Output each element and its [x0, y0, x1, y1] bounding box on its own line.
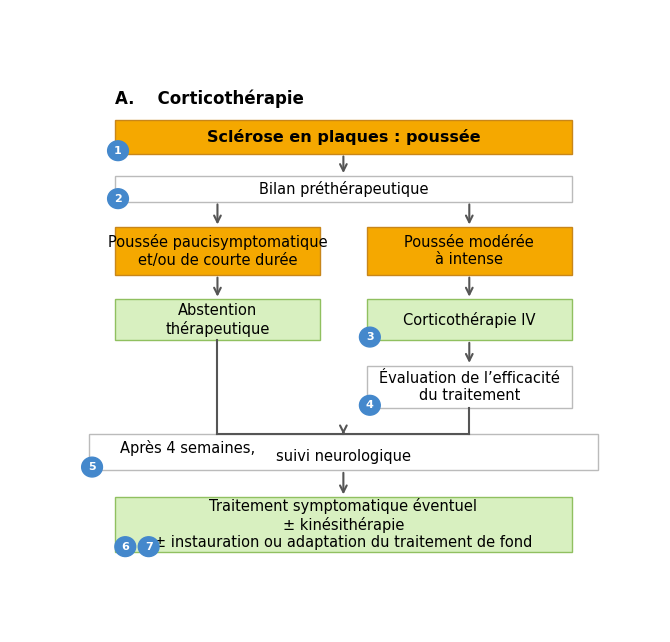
Text: Évaluation de l’efficacité
du traitement: Évaluation de l’efficacité du traitement — [379, 371, 559, 403]
Text: 1: 1 — [114, 146, 122, 156]
FancyBboxPatch shape — [366, 299, 572, 340]
FancyBboxPatch shape — [366, 227, 572, 275]
Text: Corticothérapie IV: Corticothérapie IV — [403, 312, 535, 328]
Circle shape — [108, 141, 129, 160]
FancyBboxPatch shape — [89, 435, 598, 470]
FancyBboxPatch shape — [115, 227, 320, 275]
FancyBboxPatch shape — [115, 299, 320, 340]
Circle shape — [138, 537, 159, 557]
Text: 2: 2 — [114, 194, 122, 204]
Circle shape — [360, 327, 381, 347]
Text: Bilan préthérapeutique: Bilan préthérapeutique — [259, 181, 428, 196]
FancyBboxPatch shape — [115, 176, 572, 202]
Text: Abstention
thérapeutique: Abstention thérapeutique — [165, 303, 269, 336]
Text: 5: 5 — [88, 462, 96, 472]
Text: Poussée modérée
à intense: Poussée modérée à intense — [405, 235, 534, 267]
Text: Après 4 semaines,: Après 4 semaines, — [120, 440, 255, 456]
Circle shape — [82, 457, 103, 477]
Text: Poussée paucisymptomatique
et/ou de courte durée: Poussée paucisymptomatique et/ou de cour… — [108, 234, 327, 268]
Circle shape — [108, 189, 129, 209]
Text: 6: 6 — [121, 542, 129, 551]
Circle shape — [115, 537, 135, 557]
Text: suivi neurologique: suivi neurologique — [276, 449, 411, 464]
Circle shape — [360, 395, 381, 415]
Text: Traitement symptomatique éventuel
± kinésithérapie
± instauration ou adaptation : Traitement symptomatique éventuel ± kiné… — [154, 498, 533, 550]
Text: 4: 4 — [366, 400, 374, 410]
FancyBboxPatch shape — [366, 366, 572, 408]
Text: Sclérose en plaques : poussée: Sclérose en plaques : poussée — [206, 129, 480, 145]
Text: A.    Corticothérapie: A. Corticothérapie — [115, 89, 304, 108]
FancyBboxPatch shape — [115, 120, 572, 153]
FancyBboxPatch shape — [115, 497, 572, 551]
Text: 3: 3 — [366, 332, 374, 342]
Text: 7: 7 — [145, 542, 153, 551]
